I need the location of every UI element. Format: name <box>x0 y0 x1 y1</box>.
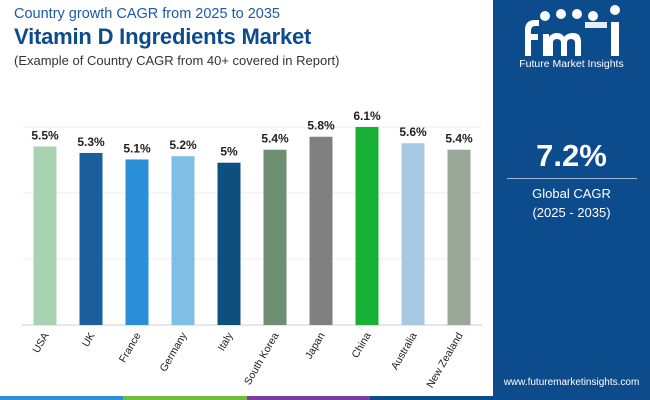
x-tick-label: Australia <box>389 330 420 372</box>
logo-dot-1 <box>540 11 550 21</box>
data-labels: 5.5% 5.3% 5.1% 5.2% 5% 5.4% 5.8% 6.1% 5.6% 5.4% <box>31 109 473 159</box>
footer-color-bar <box>0 396 493 400</box>
data-label: 5.4% <box>261 132 289 146</box>
bar-germany <box>171 156 195 325</box>
chart-subtitle: Country growth CAGR from 2025 to 2035 <box>14 6 280 22</box>
bar-japan <box>309 136 333 325</box>
fmi-logo-mark <box>525 5 620 56</box>
bar-china <box>355 127 379 325</box>
global-cagr-value: 7.2% <box>536 138 607 173</box>
bar-usa <box>33 146 57 325</box>
data-label: 5.2% <box>169 138 197 152</box>
logo-dot-2 <box>556 9 566 19</box>
side-panel: Future Market Insights 7.2% Global CAGR … <box>493 0 650 400</box>
logo-letter-m <box>543 33 581 56</box>
footer-color-segment <box>123 396 247 400</box>
logo-dot-4 <box>588 11 598 21</box>
header: Country growth CAGR from 2025 to 2035 Vi… <box>14 4 484 68</box>
data-label: 5.3% <box>77 135 105 149</box>
data-label: 5.1% <box>123 141 151 155</box>
bar-uk <box>79 152 103 325</box>
logo-bar <box>585 22 607 28</box>
global-cagr-range: (2025 - 2035) <box>532 205 611 220</box>
x-tick-label: France <box>117 330 144 364</box>
data-label: 5.5% <box>31 128 59 142</box>
x-tick-label: China <box>349 330 373 360</box>
logo-dot-3 <box>572 9 582 19</box>
brand-name: Future Market Insights <box>519 58 624 70</box>
footer-color-segment <box>246 396 370 400</box>
bar-italy <box>217 162 241 325</box>
bar-south-korea <box>263 149 287 325</box>
x-tick-labels: USA UK France Germany Italy South Korea Japan C… <box>30 330 465 390</box>
x-tick-label: Italy <box>216 330 236 353</box>
bar-new-zealand <box>447 149 471 325</box>
bar-australia <box>401 143 425 325</box>
footer-color-segment <box>369 396 493 400</box>
bar-chart: 5.5% 5.3% 5.1% 5.2% 5% 5.4% 5.8% 6.1% 5.6% 5.4% U… <box>22 109 482 390</box>
bar-france <box>125 159 149 325</box>
divider <box>507 178 637 179</box>
data-label: 5.4% <box>445 132 473 146</box>
data-label: 5% <box>220 145 238 159</box>
x-tick-label: USA <box>30 331 51 356</box>
bars <box>33 127 471 325</box>
data-label: 5.6% <box>399 125 427 139</box>
x-tick-label: Japan <box>303 330 328 361</box>
logo-letter-i <box>611 22 619 56</box>
footer-color-segment <box>0 396 124 400</box>
logo-letter-f <box>525 20 539 56</box>
x-tick-label: New Zealand <box>424 330 465 390</box>
global-cagr-label: Global CAGR <box>532 186 611 201</box>
x-tick-label: South Korea <box>242 330 282 387</box>
website-link[interactable]: www.futuremarketinsights.com <box>503 377 640 388</box>
x-tick-label: Germany <box>158 330 190 374</box>
data-label: 5.8% <box>307 119 335 133</box>
data-label: 6.1% <box>353 109 381 123</box>
x-tick-label: UK <box>80 331 98 350</box>
chart-caption: (Example of Country CAGR from 40+ covere… <box>14 53 340 68</box>
chart-title: Vitamin D Ingredients Market <box>14 24 312 49</box>
fmi-logo: Future Market Insights <box>493 0 650 80</box>
logo-dot-5 <box>610 5 620 15</box>
